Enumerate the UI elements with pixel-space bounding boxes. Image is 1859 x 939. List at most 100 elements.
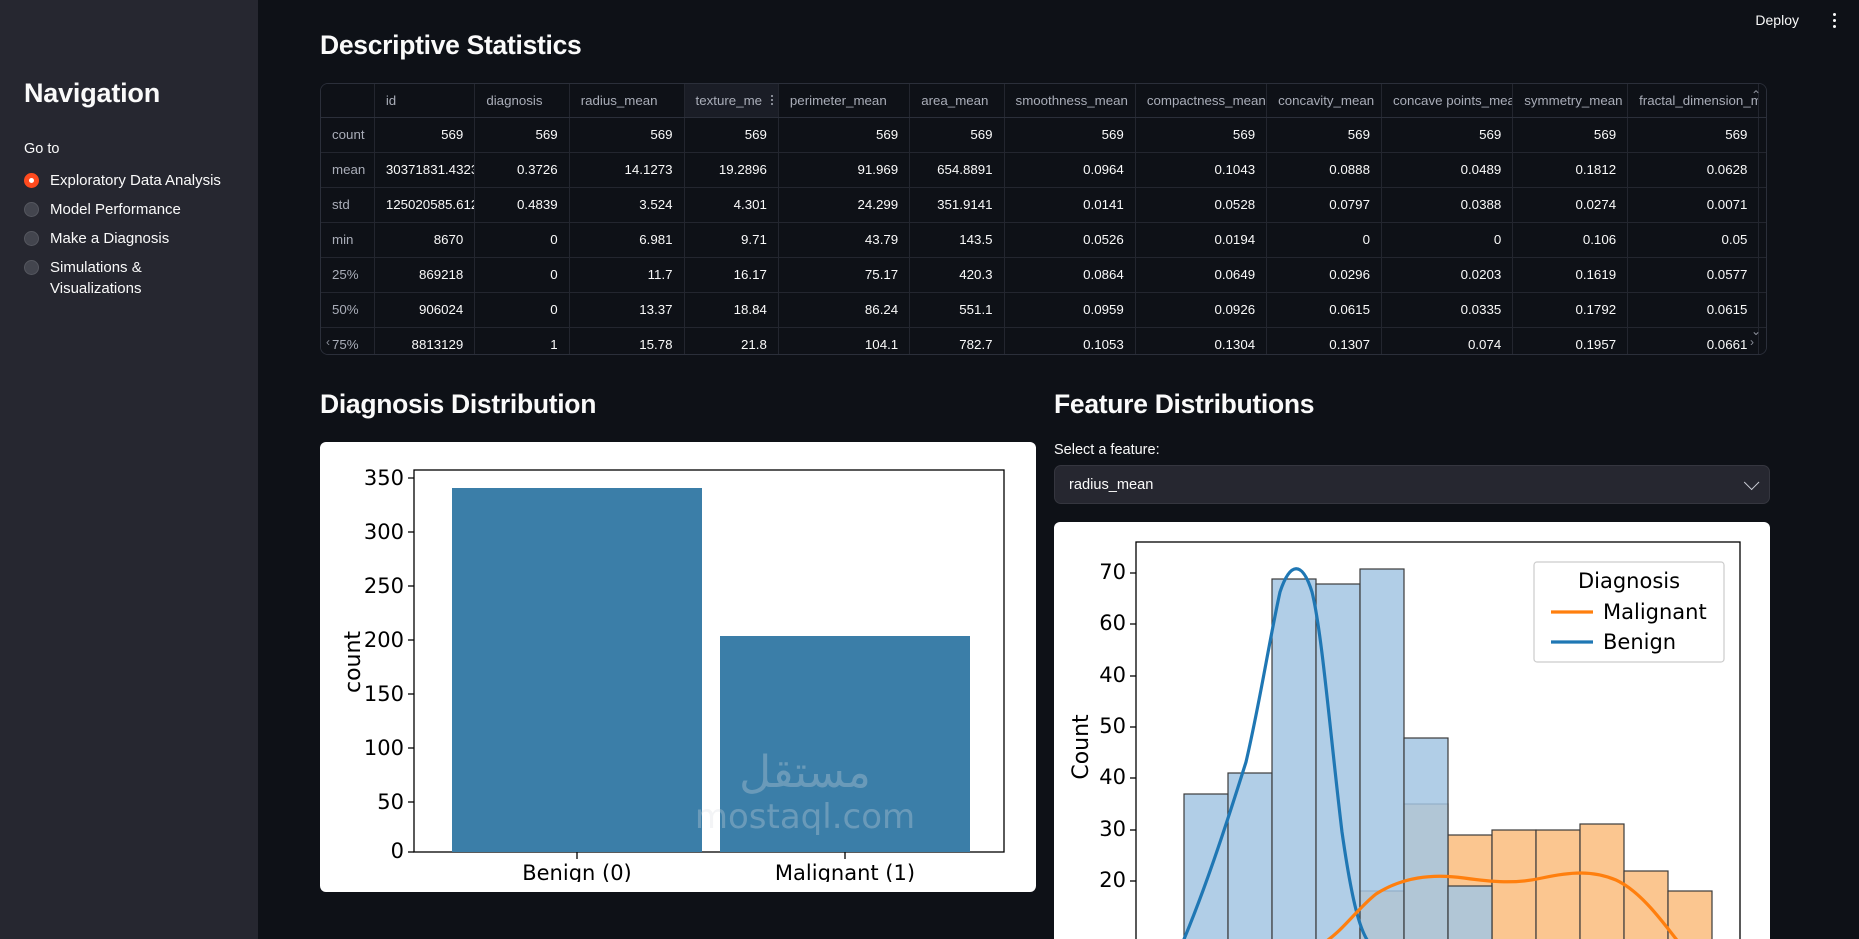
cell: 91.969 [778, 152, 911, 188]
svg-text:20: 20 [1099, 868, 1126, 892]
cell: 0.0335 [1381, 292, 1514, 328]
page-title-descriptive-statistics: Descriptive Statistics [320, 30, 582, 60]
table-row[interactable]: 50% 906024 0 13.37 18.84 86.24 551.1 0.0… [321, 292, 1766, 328]
column-header-concave-points-mean[interactable]: concave points_mean [1381, 84, 1514, 118]
table-row[interactable]: 25% 869218 0 11.7 16.17 75.17 420.3 0.08… [321, 257, 1766, 293]
chevron-down-icon [1743, 474, 1760, 491]
sidebar-item-exploratory-data-analysis[interactable]: Exploratory Data Analysis [24, 170, 234, 191]
cell [1758, 327, 1766, 354]
column-header-area-mean[interactable]: area_mean [909, 84, 1005, 118]
cell: 3.524 [569, 187, 685, 223]
column-header-radius-se[interactable]: rad [1758, 84, 1766, 118]
table-row[interactable]: 75% 8813129 1 15.78 21.8 104.1 782.7 0.1… [321, 327, 1766, 354]
feature-select[interactable]: radius_mean [1054, 465, 1770, 504]
cell: 4.301 [684, 187, 779, 223]
cell: 9.71 [684, 222, 779, 258]
column-header-diagnosis[interactable]: diagnosis [474, 84, 570, 118]
column-header-fractal-dimension-mean[interactable]: fractal_dimension_mean [1627, 84, 1760, 118]
cell: 569 [1381, 117, 1514, 153]
sidebar: Navigation Go to Exploratory Data Analys… [0, 0, 258, 939]
cell: 569 [569, 117, 685, 153]
cell: 30371831.4323 [374, 152, 476, 188]
kebab-menu-icon[interactable] [1825, 9, 1843, 31]
radio-unselected-icon [24, 202, 39, 217]
table-scroll-right-icon[interactable]: › [1750, 335, 1754, 349]
svg-text:350: 350 [364, 466, 404, 490]
cell: 43.79 [778, 222, 911, 258]
column-header-smoothness-mean[interactable]: smoothness_mean [1004, 84, 1136, 118]
chart-legend: Diagnosis Malignant Benign [1533, 561, 1725, 663]
cell: 0 [474, 222, 570, 258]
table-scroll-left-icon[interactable]: ‹ [326, 335, 330, 349]
cell: 351.9141 [909, 187, 1005, 223]
column-header-compactness-mean[interactable]: compactness_mean [1135, 84, 1268, 118]
cell: 0 [1381, 222, 1514, 258]
sidebar-item-label: Simulations & Visualizations [50, 259, 142, 297]
feature-select-label: Select a feature: [1054, 442, 1160, 458]
column-menu-icon[interactable] [770, 95, 773, 106]
top-toolbar: Deploy [1747, 0, 1859, 40]
cell: 8813129 [374, 327, 476, 354]
table-row[interactable]: mean 30371831.4323 0.3726 14.1273 19.289… [321, 152, 1766, 188]
charts-row: Diagnosis Distribution 350 300 250 200 [320, 389, 1797, 939]
cell: 0.0649 [1135, 257, 1268, 293]
feature-distribution-chart: 70 60 40 50 40 30 20 [1054, 522, 1770, 939]
table-body: count 569 569 569 569 569 569 569 569 56… [321, 117, 1766, 354]
cell: 569 [1512, 117, 1629, 153]
feature-select-value: radius_mean [1069, 476, 1154, 493]
cell: 24.299 [778, 187, 911, 223]
column-header-perimeter-mean[interactable]: perimeter_mean [778, 84, 911, 118]
cell: 0.0296 [1266, 257, 1382, 293]
column-header-concavity-mean[interactable]: concavity_mean [1266, 84, 1382, 118]
cell: 906024 [374, 292, 476, 328]
cell: 15.78 [569, 327, 685, 354]
svg-text:250: 250 [364, 574, 404, 598]
descriptive-statistics-table[interactable]: id diagnosis radius_mean texture_me peri… [320, 83, 1767, 355]
svg-text:mostaql.com: mostaql.com [695, 797, 915, 837]
cell: 0 [474, 257, 570, 293]
diagnosis-distribution-chart: 350 300 250 200 150 100 50 0 [320, 442, 1036, 892]
column-header-radius-mean[interactable]: radius_mean [569, 84, 685, 118]
svg-text:30: 30 [1099, 817, 1126, 841]
legend-item-malignant: Malignant [1603, 600, 1707, 624]
svg-text:Benign (0): Benign (0) [522, 861, 632, 882]
deploy-button[interactable]: Deploy [1747, 7, 1807, 33]
cell: 782.7 [909, 327, 1005, 354]
svg-text:200: 200 [364, 628, 404, 652]
diagnosis-distribution-panel: Diagnosis Distribution 350 300 250 200 [320, 389, 1036, 939]
sidebar-item-make-a-diagnosis[interactable]: Make a Diagnosis [24, 228, 234, 249]
cell: 569 [1266, 117, 1382, 153]
cell: 0.0628 [1627, 152, 1760, 188]
cell: 0.0489 [1381, 152, 1514, 188]
svg-text:count: count [341, 631, 366, 693]
column-header-id[interactable]: id [374, 84, 476, 118]
svg-text:60: 60 [1099, 611, 1126, 635]
cell: 0.0797 [1266, 187, 1382, 223]
cell: 11.7 [569, 257, 685, 293]
cell: 104.1 [778, 327, 911, 354]
table-row[interactable]: min 8670 0 6.981 9.71 43.79 143.5 0.0526… [321, 222, 1766, 258]
row-index: mean [321, 152, 375, 188]
column-header-symmetry-mean[interactable]: symmetry_mean [1512, 84, 1629, 118]
column-header-texture-mean-label: texture_me [695, 92, 763, 108]
cell: 0.0615 [1266, 292, 1382, 328]
table-scroll-up-icon[interactable]: ⌃ [1750, 88, 1761, 102]
sidebar-item-simulations-visualizations[interactable]: Simulations & Visualizations [24, 257, 234, 299]
radio-selected-icon [24, 173, 39, 188]
watermark: مستقل mostaql.com [695, 747, 915, 837]
cell: 0.1812 [1512, 152, 1629, 188]
cell: 6.981 [569, 222, 685, 258]
table-row[interactable]: std 125020585.6122 0.4839 3.524 4.301 24… [321, 187, 1766, 223]
page-body: Descriptive Statistics id diagnosis radi… [258, 0, 1859, 939]
benign-bars [1183, 568, 1493, 939]
svg-text:150: 150 [364, 682, 404, 706]
column-header-index[interactable] [321, 84, 375, 118]
cell: 569 [778, 117, 911, 153]
sidebar-item-model-performance[interactable]: Model Performance [24, 199, 234, 220]
row-index: 50% [321, 292, 375, 328]
table-row[interactable]: count 569 569 569 569 569 569 569 569 56… [321, 117, 1766, 153]
table-scroll-down-icon[interactable]: ⌄ [1750, 324, 1761, 338]
cell: 0.0141 [1004, 187, 1136, 223]
column-header-texture-mean[interactable]: texture_me [684, 84, 779, 118]
cell: 0.0888 [1266, 152, 1382, 188]
